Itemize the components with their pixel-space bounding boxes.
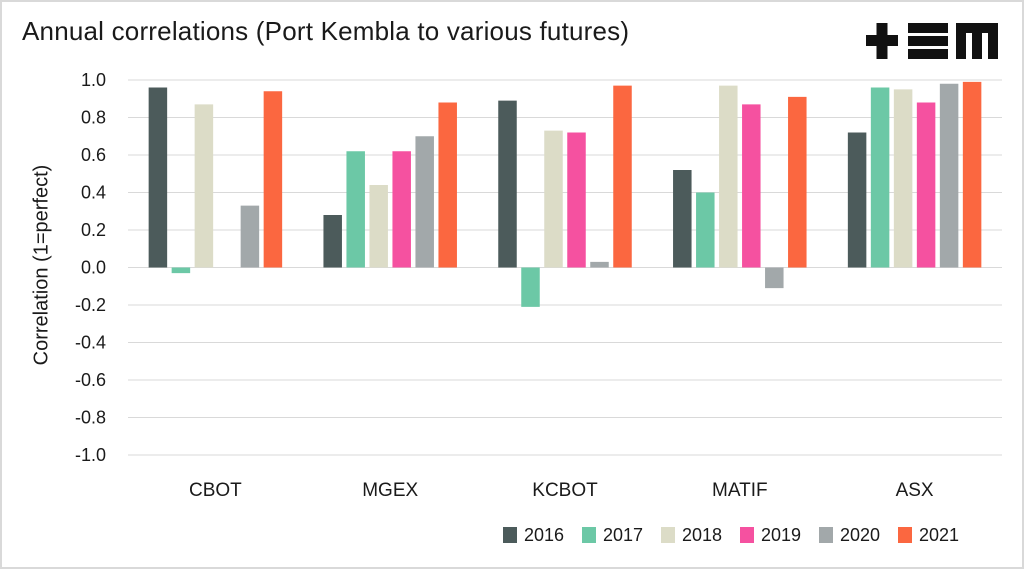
y-tick-label: -0.2 bbox=[75, 295, 106, 315]
y-tick-label: 0.2 bbox=[81, 220, 106, 240]
y-tick-label: -1.0 bbox=[75, 445, 106, 465]
bar-cbot-2017 bbox=[171, 267, 191, 274]
bar-kcbot-2021 bbox=[613, 85, 632, 268]
bar-asx-2017 bbox=[870, 87, 890, 268]
bar-kcbot-2019 bbox=[567, 132, 586, 268]
y-tick-label: 1.0 bbox=[81, 70, 106, 90]
y-tick-label: 0.6 bbox=[81, 145, 106, 165]
chart-legend: 2016 2017 2018 2019 2020 2021 bbox=[0, 520, 1024, 550]
bar-mgex-2018 bbox=[369, 185, 388, 268]
legend-label: 2017 bbox=[603, 524, 644, 545]
y-tick-label: 0.4 bbox=[81, 183, 106, 203]
legend-swatch bbox=[819, 527, 833, 543]
bar-kcbot-2018 bbox=[544, 130, 563, 268]
bar-mgex-2016 bbox=[323, 215, 342, 268]
tem-logo bbox=[866, 23, 998, 59]
bar-mgex-2019 bbox=[392, 151, 411, 268]
y-tick-label: -0.6 bbox=[75, 370, 106, 390]
legend-swatch bbox=[661, 527, 675, 543]
x-category-label: MGEX bbox=[362, 480, 418, 501]
legend-item-2020: 2020 bbox=[819, 520, 880, 550]
x-category-label: MATIF bbox=[712, 480, 768, 501]
x-category-label: KCBOT bbox=[532, 480, 598, 501]
bar-asx-2018 bbox=[893, 89, 913, 268]
x-category-label: CBOT bbox=[189, 480, 242, 501]
legend-label: 2020 bbox=[840, 524, 881, 545]
bar-cbot-2020 bbox=[240, 205, 260, 268]
legend-swatch bbox=[582, 527, 596, 543]
legend-swatch bbox=[503, 527, 517, 543]
bar-cbot-2016 bbox=[148, 87, 168, 268]
chart-title: Annual correlations (Port Kembla to vari… bbox=[22, 16, 630, 46]
y-tick-label: 0.0 bbox=[81, 258, 106, 278]
bar-asx-2019 bbox=[916, 102, 936, 268]
legend-item-2018: 2018 bbox=[661, 520, 722, 550]
bar-kcbot-2016 bbox=[498, 100, 517, 268]
bar-cbot-2021 bbox=[263, 91, 283, 268]
legend-label: 2021 bbox=[919, 524, 960, 545]
legend-item-2017: 2017 bbox=[582, 520, 643, 550]
bar-cbot-2018 bbox=[194, 104, 214, 268]
legend-label: 2019 bbox=[761, 524, 802, 545]
y-tick-label: -0.4 bbox=[75, 333, 106, 353]
bar-kcbot-2020 bbox=[590, 261, 609, 268]
y-tick-label: 0.8 bbox=[81, 108, 106, 128]
bar-mgex-2021 bbox=[438, 102, 457, 268]
bar-matif-2021 bbox=[788, 96, 807, 268]
bar-asx-2016 bbox=[847, 132, 867, 268]
bar-matif-2019 bbox=[742, 104, 761, 268]
bar-matif-2016 bbox=[673, 170, 692, 268]
bar-matif-2017 bbox=[696, 192, 715, 268]
y-tick-label: -0.8 bbox=[75, 408, 106, 428]
bar-mgex-2017 bbox=[346, 151, 365, 268]
bar-kcbot-2017 bbox=[521, 267, 540, 307]
bar-matif-2020 bbox=[765, 267, 784, 289]
legend-item-2021: 2021 bbox=[898, 520, 959, 550]
bar-asx-2020 bbox=[939, 83, 959, 268]
legend-item-2016: 2016 bbox=[503, 520, 564, 550]
bar-mgex-2020 bbox=[415, 136, 434, 268]
legend-swatch bbox=[740, 527, 754, 543]
legend-swatch bbox=[898, 527, 912, 543]
bar-matif-2018 bbox=[719, 85, 738, 268]
legend-label: 2018 bbox=[682, 524, 723, 545]
bar-asx-2021 bbox=[962, 81, 982, 268]
x-category-label: ASX bbox=[896, 480, 934, 501]
legend-label: 2016 bbox=[524, 524, 565, 545]
legend-item-2019: 2019 bbox=[740, 520, 801, 550]
